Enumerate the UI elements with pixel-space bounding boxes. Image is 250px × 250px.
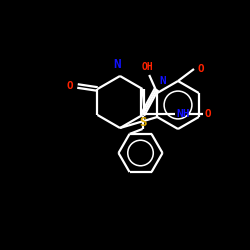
Text: O: O: [204, 109, 211, 119]
Text: NH: NH: [176, 109, 190, 119]
Text: O: O: [67, 81, 73, 91]
Text: N: N: [160, 76, 166, 86]
Text: O: O: [198, 64, 205, 74]
Text: N: N: [113, 58, 121, 71]
Text: OH: OH: [141, 62, 153, 72]
Text: S: S: [139, 116, 146, 129]
